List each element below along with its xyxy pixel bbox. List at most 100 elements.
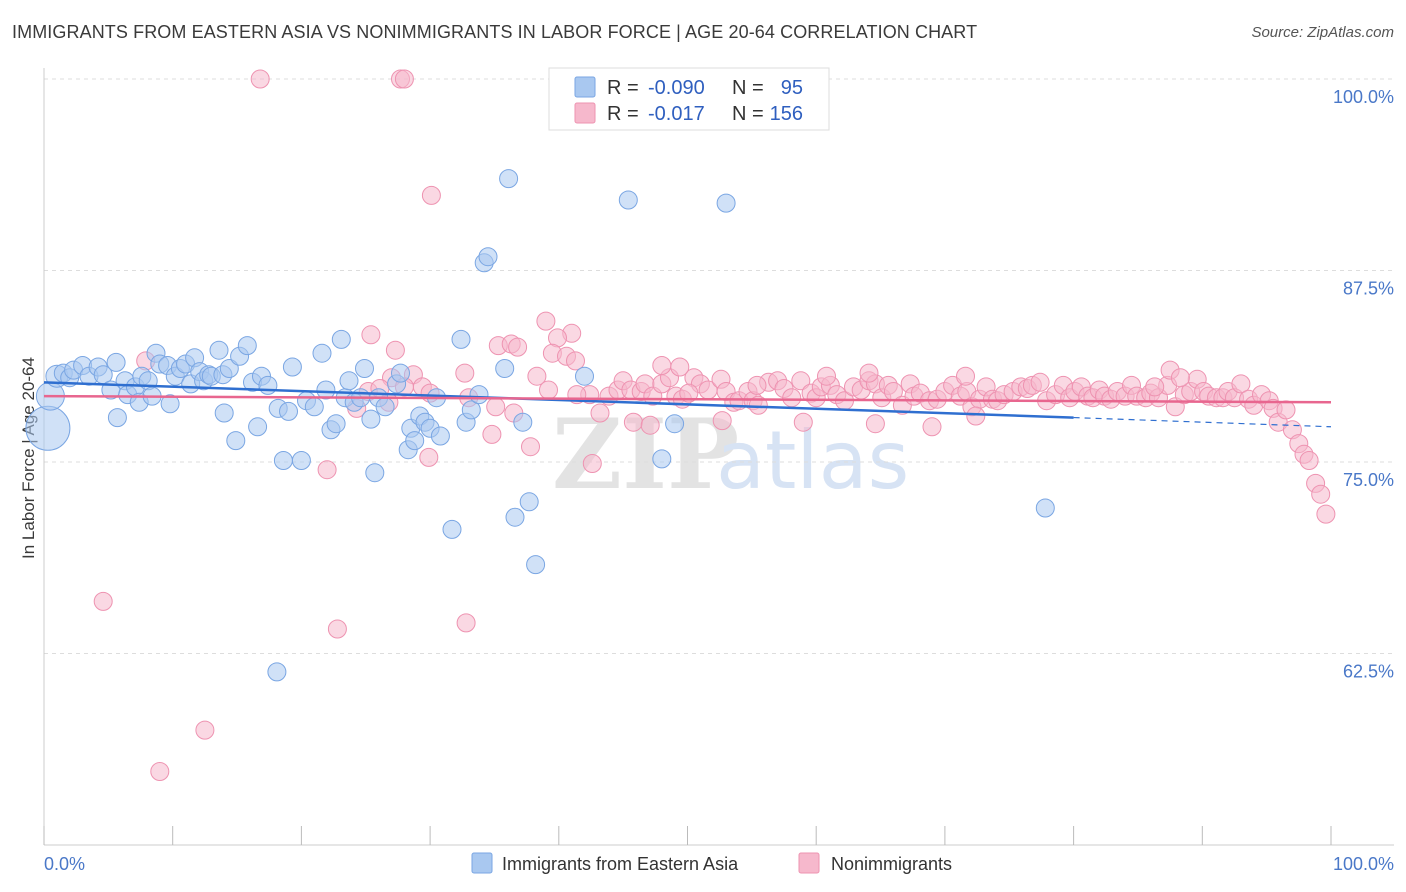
eastern-asia-point xyxy=(316,380,336,400)
nonimmigrants-point xyxy=(385,340,405,360)
y-tick-label: 87.5% xyxy=(1343,279,1394,299)
eastern-asia-point xyxy=(273,451,293,470)
trend-lines xyxy=(43,381,1332,428)
eastern-asia-point xyxy=(25,405,71,451)
gridlines xyxy=(44,78,1394,654)
eastern-asia-point xyxy=(375,397,395,417)
eastern-asia-point xyxy=(209,340,229,360)
nonimmigrants-point xyxy=(1276,400,1296,420)
eastern-asia-point xyxy=(618,190,638,210)
nonimmigrants-point xyxy=(1299,451,1319,470)
nonimmigrants-point xyxy=(1311,484,1331,504)
nonimmigrants-point xyxy=(456,613,476,633)
nonimmigrants-point xyxy=(508,337,528,357)
y-axis-label: In Labor Force | Age 20-64 xyxy=(19,357,38,559)
nonimmigrants-point xyxy=(455,363,475,383)
eastern-asia-point xyxy=(451,329,471,349)
eastern-asia-point xyxy=(469,385,489,405)
eastern-asia-point xyxy=(160,394,180,414)
eastern-asia-point xyxy=(304,397,324,417)
legend-box xyxy=(548,67,830,131)
eastern-asia-point xyxy=(575,366,594,386)
eastern-asia-point xyxy=(226,431,246,451)
bottom-legend-swatch-blue xyxy=(471,852,493,874)
source-credit: Source: ZipAtlas.com xyxy=(1251,24,1394,41)
nonimmigrants-point xyxy=(590,403,610,423)
y-tick-label: 100.0% xyxy=(1333,87,1394,107)
eastern-asia-point xyxy=(361,409,381,429)
bottom-legend-label-blue: Immigrants from Eastern Asia xyxy=(502,854,739,874)
x-tick-label-max: 100.0% xyxy=(1333,854,1394,874)
eastern-asia-trend-line xyxy=(43,381,1074,419)
nonimmigrants-point xyxy=(93,591,113,611)
eastern-asia-point xyxy=(478,247,498,267)
nonimmigrants-point xyxy=(966,406,986,426)
eastern-asia-point xyxy=(331,329,351,349)
eastern-asia-point xyxy=(326,414,346,434)
eastern-asia-point xyxy=(461,400,481,420)
eastern-asia-point xyxy=(106,352,126,372)
eastern-asia-point xyxy=(267,662,287,682)
y-axis-tick-labels: 100.0% 87.5% 75.0% 62.5% xyxy=(1333,87,1394,682)
eastern-asia-point xyxy=(279,401,298,421)
bottom-legend-label-pink: Nonimmigrants xyxy=(831,854,952,874)
nonimmigrants-point xyxy=(150,762,170,781)
nonimmigrants-point xyxy=(421,185,441,205)
eastern-asia-point xyxy=(312,343,332,363)
legend-n-value-blue: 95 xyxy=(781,77,803,99)
correlation-legend: R = -0.090 N = 95 R = -0.017 N = 156 xyxy=(548,67,830,131)
eastern-asia-point xyxy=(716,193,736,213)
nonimmigrants-point xyxy=(712,411,732,431)
chart-title: IMMIGRANTS FROM EASTERN ASIA VS NONIMMIG… xyxy=(12,22,978,42)
nonimmigrants-point xyxy=(640,415,660,435)
eastern-asia-point xyxy=(495,359,515,378)
eastern-asia-trend-extension xyxy=(1073,416,1332,428)
x-tick-label-min: 0.0% xyxy=(44,854,85,874)
legend-r-label-pink: R = xyxy=(607,103,639,125)
nonimmigrants-point xyxy=(361,325,381,345)
nonimmigrants-point xyxy=(817,366,836,386)
nonimmigrants-point xyxy=(582,454,602,473)
y-tick-label: 62.5% xyxy=(1343,662,1394,682)
nonimmigrants-point xyxy=(317,460,337,480)
eastern-asia-point xyxy=(505,507,525,527)
eastern-asia-point xyxy=(442,519,462,539)
legend-swatch-pink xyxy=(574,102,596,124)
nonimmigrants-point xyxy=(536,311,556,331)
nonimmigrants-point xyxy=(482,424,502,444)
nonimmigrants-point xyxy=(679,383,699,403)
nonimmigrants-point xyxy=(486,397,506,417)
legend-n-label-pink: N = xyxy=(732,103,764,125)
eastern-asia-point xyxy=(526,555,546,575)
nonimmigrants-point xyxy=(956,366,975,386)
nonimmigrants-point xyxy=(791,371,811,391)
eastern-asia-point xyxy=(652,449,672,469)
legend-r-value-pink: -0.017 xyxy=(648,103,705,125)
eastern-asia-point xyxy=(248,417,268,437)
eastern-asia-point xyxy=(391,363,410,383)
nonimmigrants-point xyxy=(1170,368,1190,388)
nonimmigrants-point xyxy=(250,69,270,89)
nonimmigrants-point xyxy=(865,414,885,434)
nonimmigrants-point xyxy=(922,417,942,437)
eastern-asia-point xyxy=(513,412,533,432)
eastern-asia-point xyxy=(258,375,278,395)
legend-n-label-blue: N = xyxy=(732,77,764,99)
bottom-legend-swatch-pink xyxy=(798,852,820,874)
nonimmigrants-point xyxy=(1030,372,1050,392)
x-axis-ticks xyxy=(43,826,1332,845)
nonimmigrants-point xyxy=(623,412,643,432)
nonimmigrants-trend-line xyxy=(43,394,1332,404)
eastern-asia-point xyxy=(499,169,519,189)
watermark-zip: ZIP xyxy=(552,398,739,511)
eastern-asia-point xyxy=(339,371,359,391)
series-legend: Immigrants from Eastern Asia Nonimmigran… xyxy=(471,852,952,874)
nonimmigrants-point xyxy=(521,437,540,457)
eastern-asia-point xyxy=(405,431,425,451)
nonimmigrants-point xyxy=(394,69,414,89)
eastern-asia-point xyxy=(665,414,685,434)
eastern-asia-point xyxy=(519,492,539,512)
nonimmigrants-point xyxy=(527,366,547,386)
legend-r-value-blue: -0.090 xyxy=(648,77,705,99)
